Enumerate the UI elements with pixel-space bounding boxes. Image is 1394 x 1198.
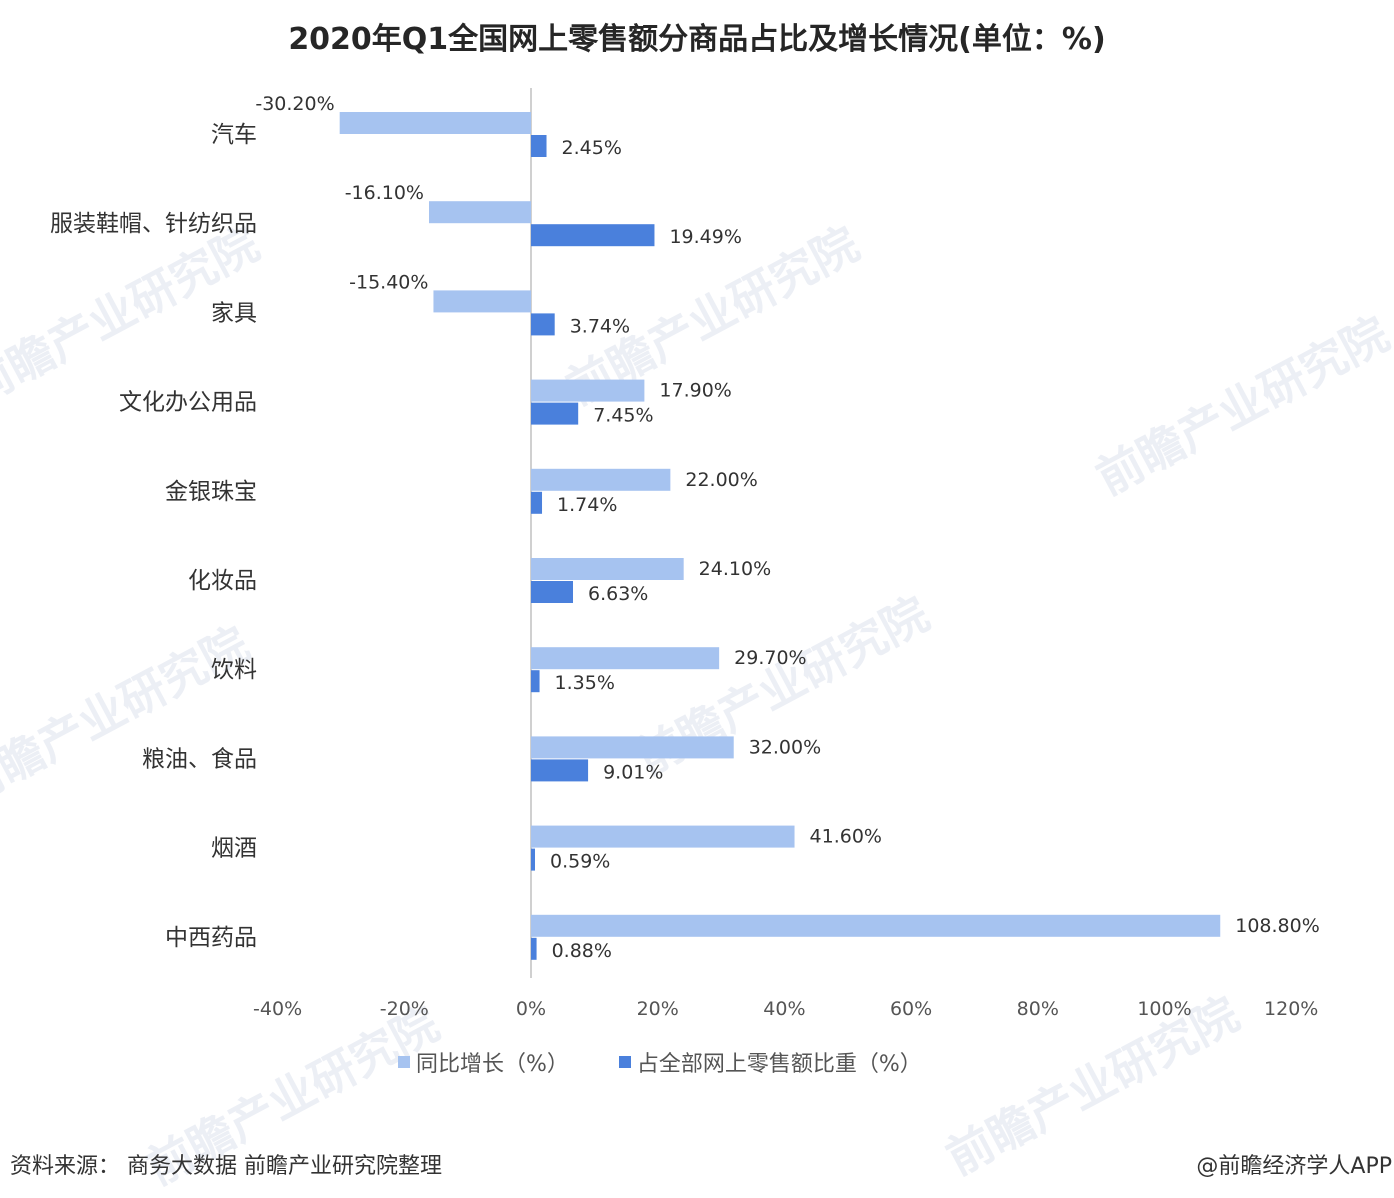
x-tick-label: 100% [1137,998,1191,1020]
growth-bar [429,201,531,224]
watermark-text: 前瞻产业研究院 [0,616,257,815]
growth-bar [339,112,531,134]
bars-layer [339,88,1221,978]
legend-item-share: 占全部网上零售额比重（%） [618,1046,922,1078]
share-data-label: 6.63% [588,583,648,605]
growth-data-label: 17.90% [659,380,731,402]
legend-item-growth: 同比增长（%） [398,1046,569,1078]
growth-bar [531,379,645,402]
labels-layer: 汽车 -30.20% 2.45% 服装鞋帽、针纺织品 -16.10% 19.49% 家具 -1… [50,93,1320,1020]
growth-data-label: 24.10% [699,558,771,580]
category-label: 中西药品 [165,925,257,951]
growth-data-label: -15.40% [349,271,428,293]
category-label: 服装鞋帽、针纺织品 [50,211,257,237]
share-data-label: 7.45% [593,405,653,427]
share-bar [531,135,547,157]
share-bar [531,759,589,782]
share-data-label: 2.45% [562,137,622,159]
growth-bar [433,290,531,313]
share-bar [531,491,543,514]
x-tick-label: 20% [637,998,679,1020]
category-label: 汽车 [211,122,257,148]
share-bar [531,313,555,336]
growth-data-label: 41.60% [810,826,882,848]
growth-data-label: -30.20% [255,93,334,115]
legend-swatch-growth [398,1056,410,1068]
share-data-label: 0.88% [552,940,612,962]
x-tick-label: 80% [1017,998,1059,1020]
share-bar [531,937,537,960]
category-label: 饮料 [211,657,257,683]
x-tick-label: 40% [763,998,805,1020]
x-tick-label: -40% [253,998,302,1020]
share-data-label: 0.59% [550,851,610,873]
growth-data-label: 32.00% [749,736,821,758]
share-data-label: 9.01% [603,761,663,783]
legend-label-share: 占全部网上零售额比重（%） [636,1052,922,1077]
growth-bar [531,647,720,670]
share-data-label: 19.49% [669,226,741,248]
credit-note: @前瞻经济学人APP [1196,1154,1392,1179]
growth-bar [531,914,1221,937]
source-note: 资料来源： 商务大数据 前瞻产业研究院整理 [10,1154,442,1179]
legend: 同比增长（%） 占全部网上零售额比重（%） [398,1046,972,1078]
watermark-text: 前瞻产业研究院 [1088,306,1394,505]
share-bar [531,581,574,603]
category-label: 化妆品 [188,568,257,594]
category-label: 烟酒 [211,836,257,862]
growth-bar [531,736,734,759]
x-tick-label: -20% [380,998,429,1020]
growth-data-label: -16.10% [345,182,424,204]
growth-bar [531,558,684,580]
chart-title: 2020年Q1全国网上零售额分商品占比及增长情况(单位：%) [288,22,1106,57]
share-bar [531,402,579,425]
growth-data-label: 29.70% [734,647,806,669]
x-tick-label: 60% [890,998,932,1020]
growth-bar [531,825,795,848]
share-bar [531,670,540,693]
category-label: 家具 [211,300,257,326]
category-label: 粮油、食品 [142,746,257,772]
category-label: 文化办公用品 [119,390,257,416]
growth-data-label: 22.00% [685,469,757,491]
growth-bar [531,468,671,491]
legend-label-growth: 同比增长（%） [416,1052,569,1077]
growth-data-label: 108.80% [1235,915,1320,937]
share-data-label: 3.74% [570,315,630,337]
legend-swatch-share [618,1056,631,1068]
share-data-label: 1.35% [555,672,615,694]
x-tick-label: 0% [516,998,546,1020]
share-data-label: 1.74% [557,494,617,516]
category-label: 金银珠宝 [165,479,257,505]
share-bar [531,224,655,247]
share-bar [531,848,535,871]
x-tick-label: 120% [1264,998,1318,1020]
